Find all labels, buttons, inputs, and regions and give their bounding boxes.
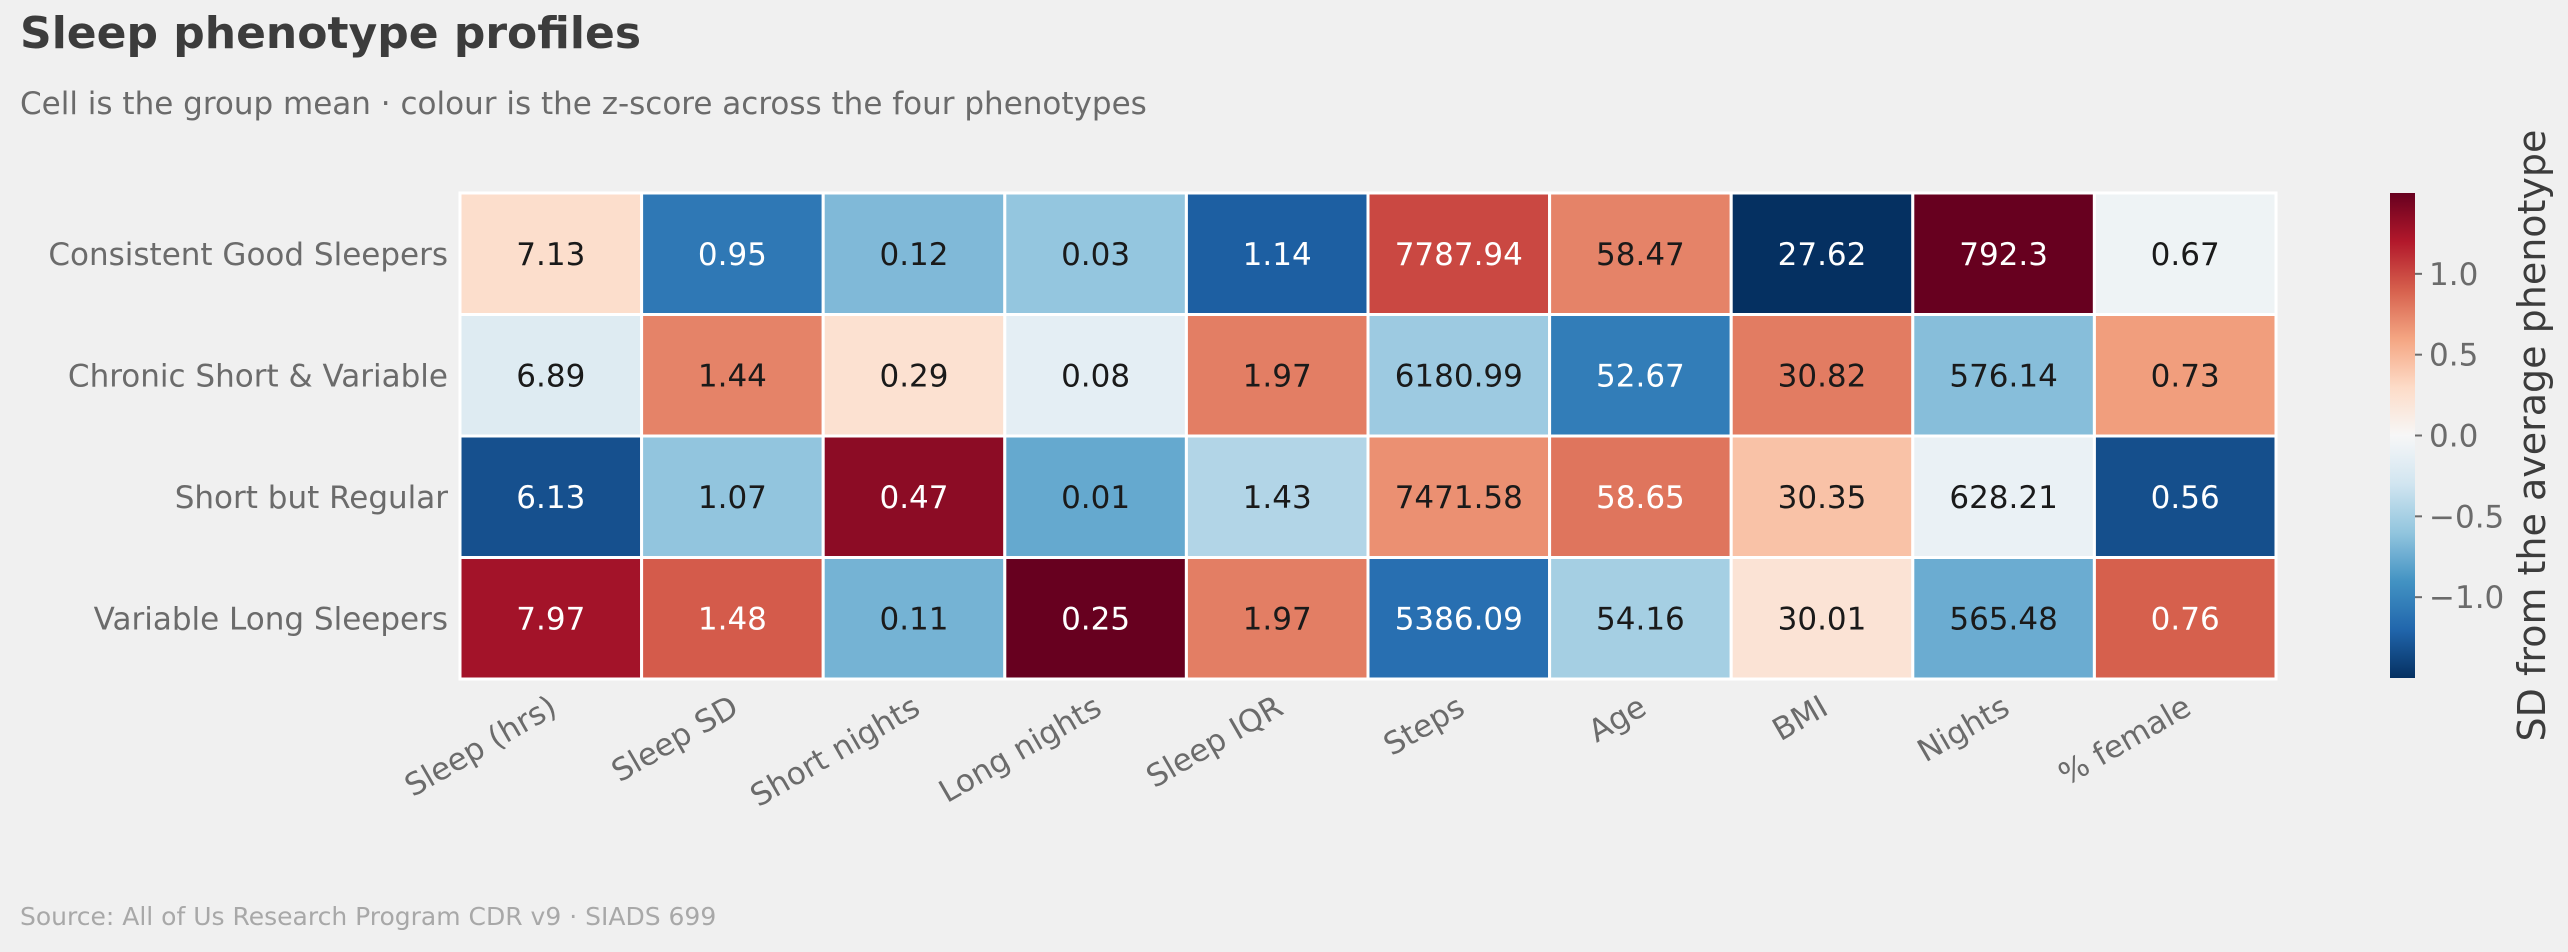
cell-value-label: 0.25	[1061, 601, 1130, 637]
heatmap-cell	[1003, 191, 1188, 316]
row-labels: Consistent Good Sleepers Chronic Short & …	[48, 237, 448, 638]
cell-value-label: 27.62	[1778, 237, 1867, 273]
heatmap-cell	[640, 556, 825, 681]
colorbar: 1.0 0.5 0.0 −0.5 −1.0 SD from the average phe…	[2390, 130, 2554, 742]
colorbar-tick-label: −1.0	[2429, 580, 2504, 616]
cell-value-label: 0.67	[2151, 237, 2220, 273]
colorbar-tick-label: −0.5	[2429, 499, 2504, 535]
heatmap-cell	[1003, 434, 1188, 559]
cell-value-label: 1.97	[1243, 358, 1312, 394]
cell-value-label: 576.14	[1949, 358, 2057, 394]
column-labels: Sleep (hrs) Sleep SD Short nights Long nigh…	[399, 689, 2198, 815]
cell-value-label: 0.56	[2151, 480, 2220, 516]
colorbar-tick-label: 0.5	[2429, 338, 2478, 374]
row-label: Variable Long Sleepers	[94, 601, 448, 637]
heatmap-cell	[1366, 191, 1552, 316]
cell-value-label: 7787.94	[1395, 237, 1523, 273]
cell-value-label: 1.44	[698, 358, 767, 394]
heatmap-cell	[1548, 313, 1733, 438]
heatmap-cell	[1366, 556, 1552, 681]
colorbar-tick-label: 1.0	[2429, 257, 2478, 293]
heatmap-cell	[458, 434, 644, 559]
heatmap-cells	[458, 191, 2278, 681]
column-label: Sleep IQR	[1140, 689, 1289, 796]
heatmap-cell	[458, 556, 644, 681]
colorbar-scale	[2390, 193, 2415, 678]
cell-value-label: 628.21	[1949, 480, 2057, 516]
cell-value-label: 1.43	[1243, 480, 1312, 516]
cell-value-label: 0.03	[1061, 237, 1130, 273]
chart-subtitle: Cell is the group mean · colour is the z…	[20, 86, 1147, 122]
cell-value-label: 7.13	[516, 237, 585, 273]
cell-value-label: 54.16	[1596, 601, 1685, 637]
colorbar-label: SD from the average phenotype	[2510, 130, 2554, 742]
chart-title: Sleep phenotype profiles	[20, 8, 642, 59]
cell-value-label: 58.47	[1596, 237, 1685, 273]
cell-value-label: 0.12	[879, 237, 948, 273]
cell-value-label: 0.95	[698, 237, 767, 273]
heatmap-cell	[1729, 313, 1915, 438]
heatmap-cell	[2092, 191, 2278, 316]
column-label: Sleep (hrs)	[399, 689, 563, 805]
cell-value-label: 52.67	[1596, 358, 1685, 394]
heatmap-cell	[2092, 434, 2278, 559]
column-label: Long nights	[933, 689, 1108, 811]
heatmap-cell	[1366, 434, 1552, 559]
heatmap-cell	[821, 434, 1007, 559]
cell-value-labels: 7.13 0.95 0.12 0.03 1.14 7787.94 58.47 27.62 792…	[516, 237, 2219, 638]
row-label: Short but Regular	[175, 480, 449, 516]
cell-value-label: 1.07	[698, 480, 767, 516]
cell-value-label: 0.08	[1061, 358, 1130, 394]
colorbar-tick-label: 0.0	[2429, 419, 2478, 455]
chart-source: Source: All of Us Research Program CDR v…	[20, 902, 717, 931]
column-label: Short nights	[744, 689, 926, 815]
cell-value-label: 58.65	[1596, 480, 1685, 516]
row-label: Consistent Good Sleepers	[48, 237, 448, 273]
cell-value-label: 5386.09	[1395, 601, 1523, 637]
heatmap-cell	[2092, 556, 2278, 681]
heatmap-cell	[458, 313, 644, 438]
cell-value-label: 0.29	[879, 358, 948, 394]
cell-value-label: 1.48	[698, 601, 767, 637]
cell-value-label: 0.73	[2151, 358, 2220, 394]
cell-value-label: 1.14	[1243, 237, 1312, 273]
cell-value-label: 6.13	[516, 480, 585, 516]
cell-value-label: 0.01	[1061, 480, 1130, 516]
heatmap-cell	[640, 313, 825, 438]
cell-value-label: 30.82	[1778, 358, 1867, 394]
cell-value-label: 6180.99	[1395, 358, 1523, 394]
cell-value-label: 30.35	[1778, 480, 1867, 516]
heatmap-cell	[1548, 434, 1733, 559]
cell-value-label: 0.47	[879, 480, 948, 516]
cell-value-label: 7471.58	[1395, 480, 1523, 516]
heatmap-cell	[821, 556, 1007, 681]
cell-value-label: 565.48	[1949, 601, 2057, 637]
cell-value-label: 7.97	[516, 601, 585, 637]
column-label: Steps	[1378, 689, 1471, 764]
column-label: % female	[2053, 689, 2198, 793]
column-label: Sleep SD	[606, 689, 745, 790]
cell-value-label: 6.89	[516, 358, 585, 394]
cell-value-label: 1.97	[1243, 601, 1312, 637]
cell-value-label: 0.11	[879, 601, 948, 637]
heatmap-cell	[1184, 556, 1370, 681]
row-label: Chronic Short & Variable	[68, 358, 448, 394]
column-label: BMI	[1767, 689, 1834, 749]
heatmap-cell	[1548, 556, 1733, 681]
column-label: Age	[1582, 689, 1652, 750]
cell-value-label: 792.3	[1959, 237, 2048, 273]
heatmap-cell	[1003, 313, 1188, 438]
heatmap-cell	[1184, 191, 1370, 316]
heatmap-cell	[1548, 191, 1733, 316]
heatmap-cell	[821, 313, 1007, 438]
heatmap-cell	[2092, 313, 2278, 438]
heatmap-cell	[1729, 434, 1915, 559]
cell-value-label: 0.76	[2151, 601, 2220, 637]
heatmap-cell	[1729, 556, 1915, 681]
cell-value-label: 30.01	[1778, 601, 1867, 637]
column-label: Nights	[1911, 689, 2015, 770]
heatmap-cell	[1729, 191, 1915, 316]
